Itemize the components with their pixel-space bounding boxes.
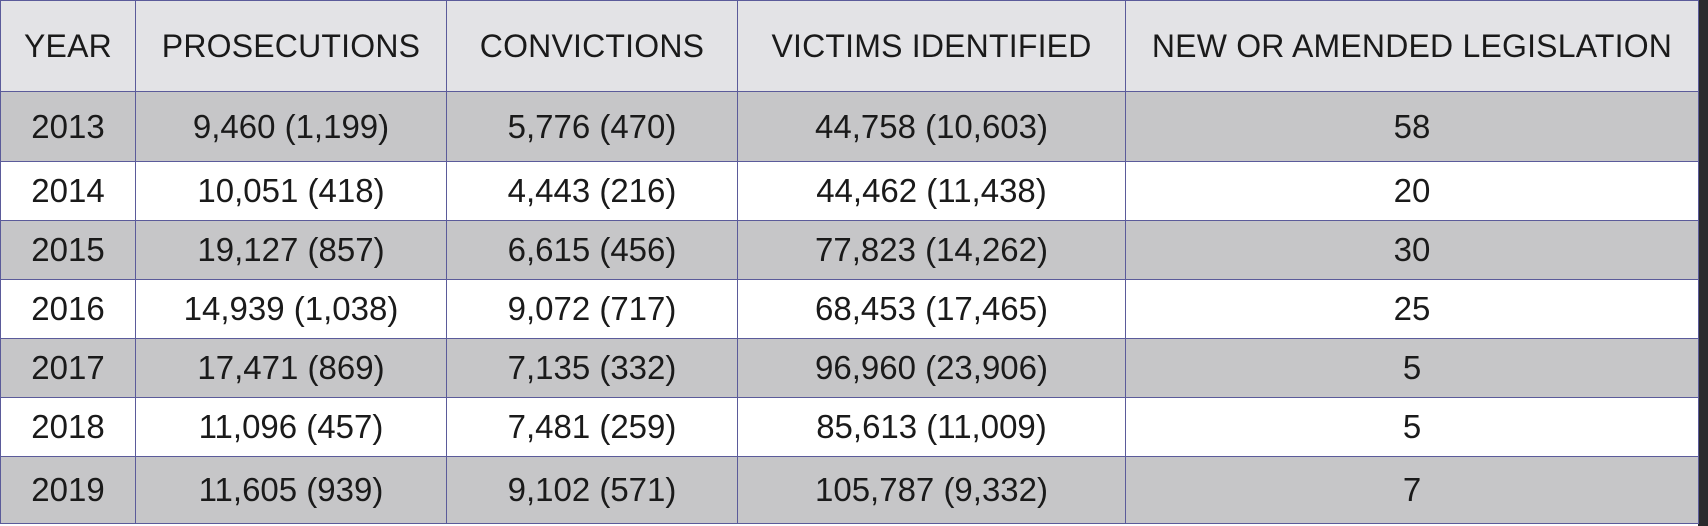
table-row: 2017 17,471 (869) 7,135 (332) 96,960 (23… — [0, 338, 1699, 398]
table-row: 2015 19,127 (857) 6,615 (456) 77,823 (14… — [0, 220, 1699, 280]
cell-victims-identified: 96,960 (23,906) — [737, 338, 1126, 398]
header-year: YEAR — [0, 0, 136, 92]
header-victims-identified: VICTIMS IDENTIFIED — [737, 0, 1126, 92]
cell-victims-identified: 105,787 (9,332) — [737, 456, 1126, 524]
cell-legislation: 7 — [1125, 456, 1699, 524]
cell-victims-identified: 68,453 (17,465) — [737, 279, 1126, 339]
cell-convictions: 9,102 (571) — [446, 456, 738, 524]
cell-legislation: 5 — [1125, 397, 1699, 457]
cell-prosecutions: 19,127 (857) — [135, 220, 447, 280]
cell-convictions: 7,135 (332) — [446, 338, 738, 398]
header-convictions: CONVICTIONS — [446, 0, 738, 92]
cell-convictions: 9,072 (717) — [446, 279, 738, 339]
cell-prosecutions: 10,051 (418) — [135, 161, 447, 221]
cell-legislation: 20 — [1125, 161, 1699, 221]
cell-year: 2013 — [0, 91, 136, 162]
cell-legislation: 25 — [1125, 279, 1699, 339]
table-row: 2016 14,939 (1,038) 9,072 (717) 68,453 (… — [0, 279, 1699, 339]
cell-year: 2016 — [0, 279, 136, 339]
cell-legislation: 30 — [1125, 220, 1699, 280]
cell-prosecutions: 17,471 (869) — [135, 338, 447, 398]
table-row: 2019 11,605 (939) 9,102 (571) 105,787 (9… — [0, 456, 1699, 524]
cell-convictions: 4,443 (216) — [446, 161, 738, 221]
cell-prosecutions: 9,460 (1,199) — [135, 91, 447, 162]
cell-victims-identified: 85,613 (11,009) — [737, 397, 1126, 457]
cell-year: 2014 — [0, 161, 136, 221]
header-row: YEAR PROSECUTIONS CONVICTIONS VICTIMS ID… — [0, 0, 1699, 92]
cell-legislation: 58 — [1125, 91, 1699, 162]
header-prosecutions: PROSECUTIONS — [135, 0, 447, 92]
cell-convictions: 6,615 (456) — [446, 220, 738, 280]
header-new-or-amended-legislation: NEW OR AMENDED LEGISLATION — [1125, 0, 1699, 92]
cell-victims-identified: 44,758 (10,603) — [737, 91, 1126, 162]
cell-convictions: 7,481 (259) — [446, 397, 738, 457]
cell-victims-identified: 77,823 (14,262) — [737, 220, 1126, 280]
table-row: 2013 9,460 (1,199) 5,776 (470) 44,758 (1… — [0, 91, 1699, 162]
table-row: 2014 10,051 (418) 4,443 (216) 44,462 (11… — [0, 161, 1699, 221]
cell-victims-identified: 44,462 (11,438) — [737, 161, 1126, 221]
cell-convictions: 5,776 (470) — [446, 91, 738, 162]
cell-year: 2017 — [0, 338, 136, 398]
cell-year: 2019 — [0, 456, 136, 524]
cell-prosecutions: 11,096 (457) — [135, 397, 447, 457]
cell-prosecutions: 14,939 (1,038) — [135, 279, 447, 339]
table-row: 2018 11,096 (457) 7,481 (259) 85,613 (11… — [0, 397, 1699, 457]
cell-prosecutions: 11,605 (939) — [135, 456, 447, 524]
cell-year: 2015 — [0, 220, 136, 280]
cell-legislation: 5 — [1125, 338, 1699, 398]
cell-year: 2018 — [0, 397, 136, 457]
